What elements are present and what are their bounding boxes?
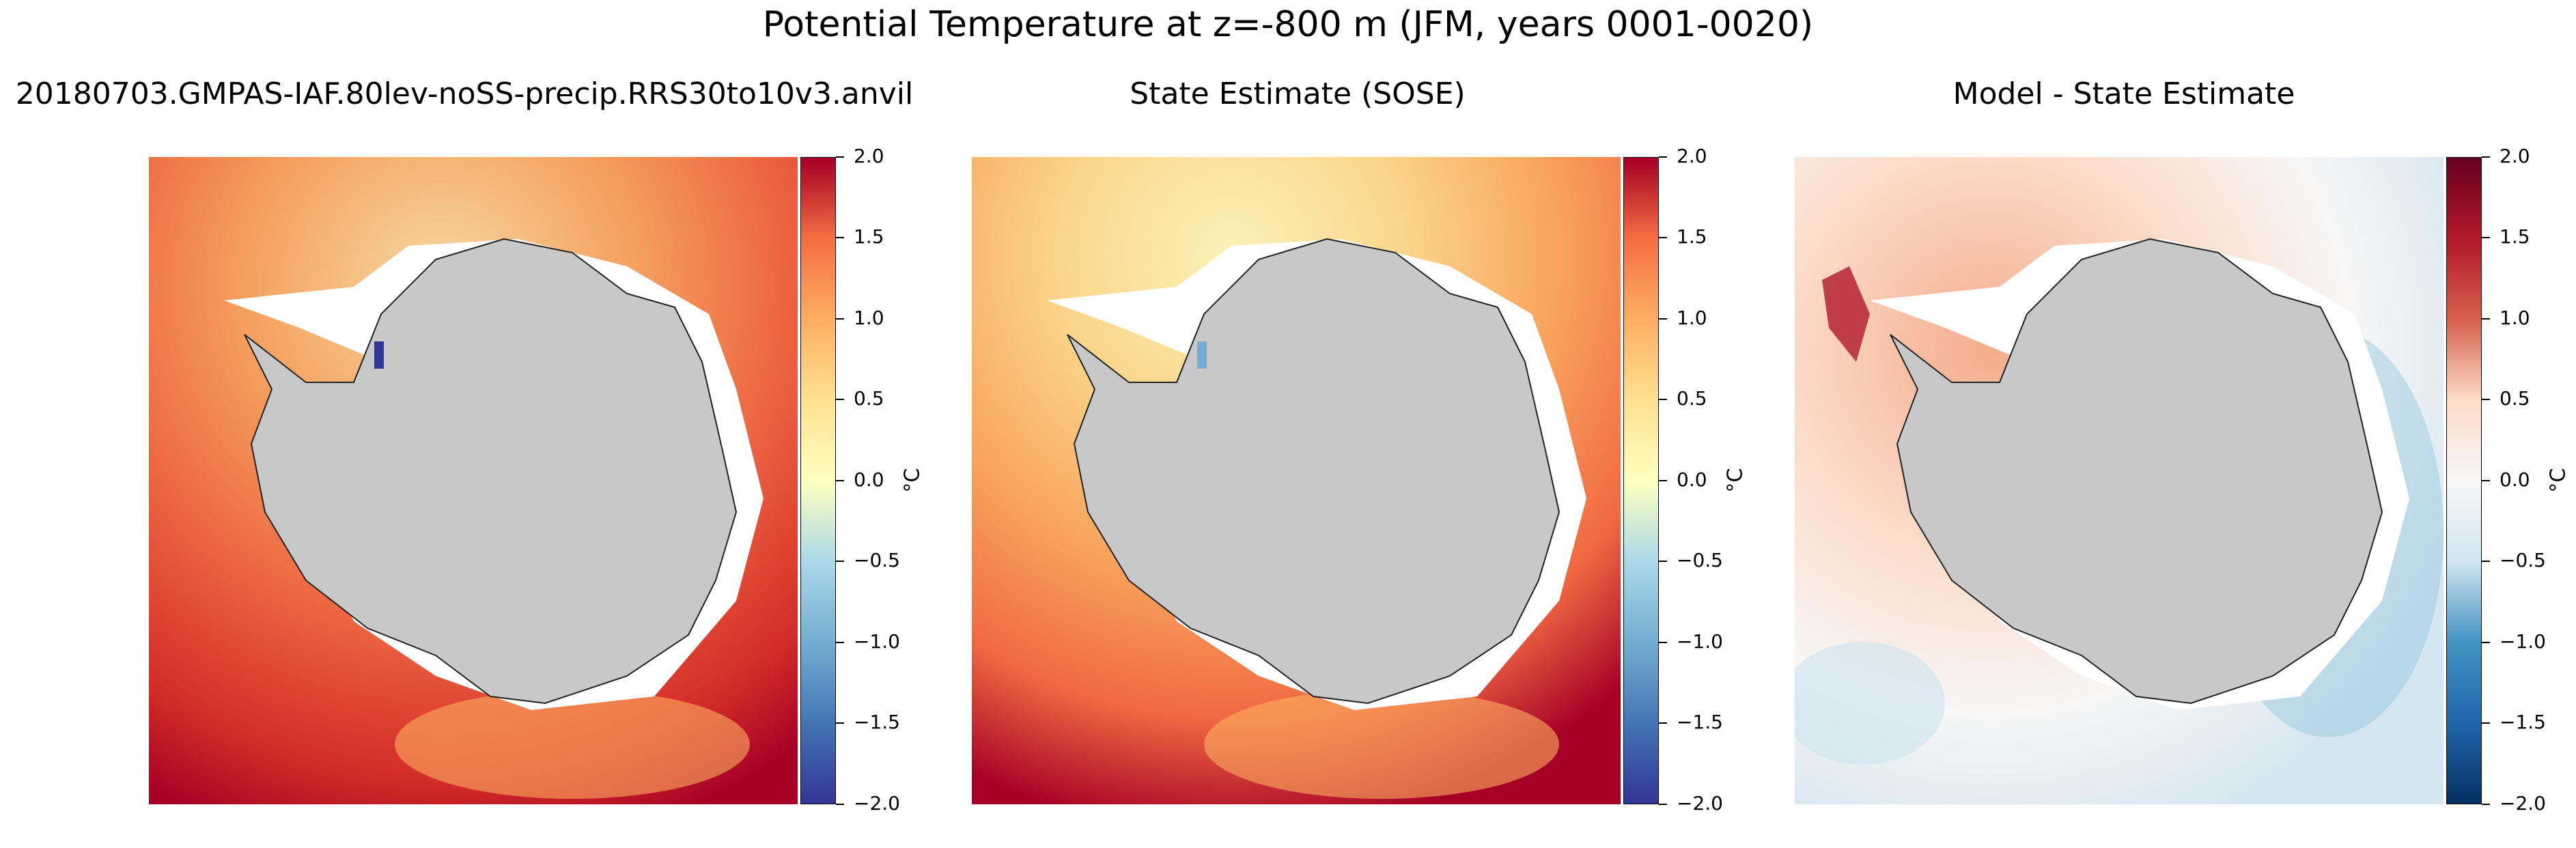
tick-label: 2.0 <box>1659 145 1707 167</box>
tick-label: 1.0 <box>2482 307 2530 329</box>
tick-label: 1.5 <box>836 225 884 248</box>
tick-label: −2.0 <box>1659 792 1723 815</box>
tick-label: −0.5 <box>2482 549 2546 571</box>
antarctica-land <box>244 238 738 705</box>
tick-label: 0.0 <box>836 468 884 491</box>
tick-label: 2.0 <box>836 145 884 167</box>
tick-label: 0.0 <box>1659 468 1707 491</box>
tick-label: 1.0 <box>836 307 884 329</box>
colorbar-unit-model: °C <box>900 468 925 493</box>
tick-label: 1.5 <box>1659 225 1707 248</box>
colorbar-sose <box>1623 157 1659 804</box>
figure-suptitle: Potential Temperature at z=-800 m (JFM, … <box>762 4 1814 45</box>
tick-label: −1.5 <box>836 711 900 733</box>
tick-label: −1.5 <box>1659 711 1723 733</box>
tick-label: −1.0 <box>836 630 900 653</box>
tick-label: −2.0 <box>2482 792 2546 815</box>
antarctica-land <box>1067 238 1560 705</box>
tick-label: −0.5 <box>836 549 900 571</box>
tick-label: −1.0 <box>2482 630 2546 653</box>
tick-label: 0.5 <box>2482 387 2530 410</box>
tick-label: −1.0 <box>1659 630 1723 653</box>
tick-label: −1.5 <box>2482 711 2546 733</box>
colorbar-diff <box>2446 157 2482 804</box>
tick-label: 0.5 <box>836 387 884 410</box>
tick-label: 2.0 <box>2482 145 2530 167</box>
colorbar-unit-diff: °C <box>2546 468 2571 493</box>
tick-label: 0.5 <box>1659 387 1707 410</box>
tick-label: 1.0 <box>1659 307 1707 329</box>
tick-label: −2.0 <box>836 792 900 815</box>
tick-label: 0.0 <box>2482 468 2530 491</box>
tick-label: 1.5 <box>2482 225 2530 248</box>
panel-title-diff: Model - State Estimate <box>1952 76 2295 111</box>
colorbar-model <box>800 157 836 804</box>
panel-title-sose: State Estimate (SOSE) <box>1130 76 1466 111</box>
antarctica-land <box>1890 238 2383 705</box>
tick-label: −0.5 <box>1659 549 1723 571</box>
map-sose-temperature <box>972 157 1621 804</box>
map-model-temperature <box>149 157 798 804</box>
colorbar-unit-sose: °C <box>1723 468 1748 493</box>
map-difference <box>1795 157 2444 804</box>
panel-title-model: 20180703.GMPAS-IAF.80lev-noSS-precip.RRS… <box>15 76 914 111</box>
